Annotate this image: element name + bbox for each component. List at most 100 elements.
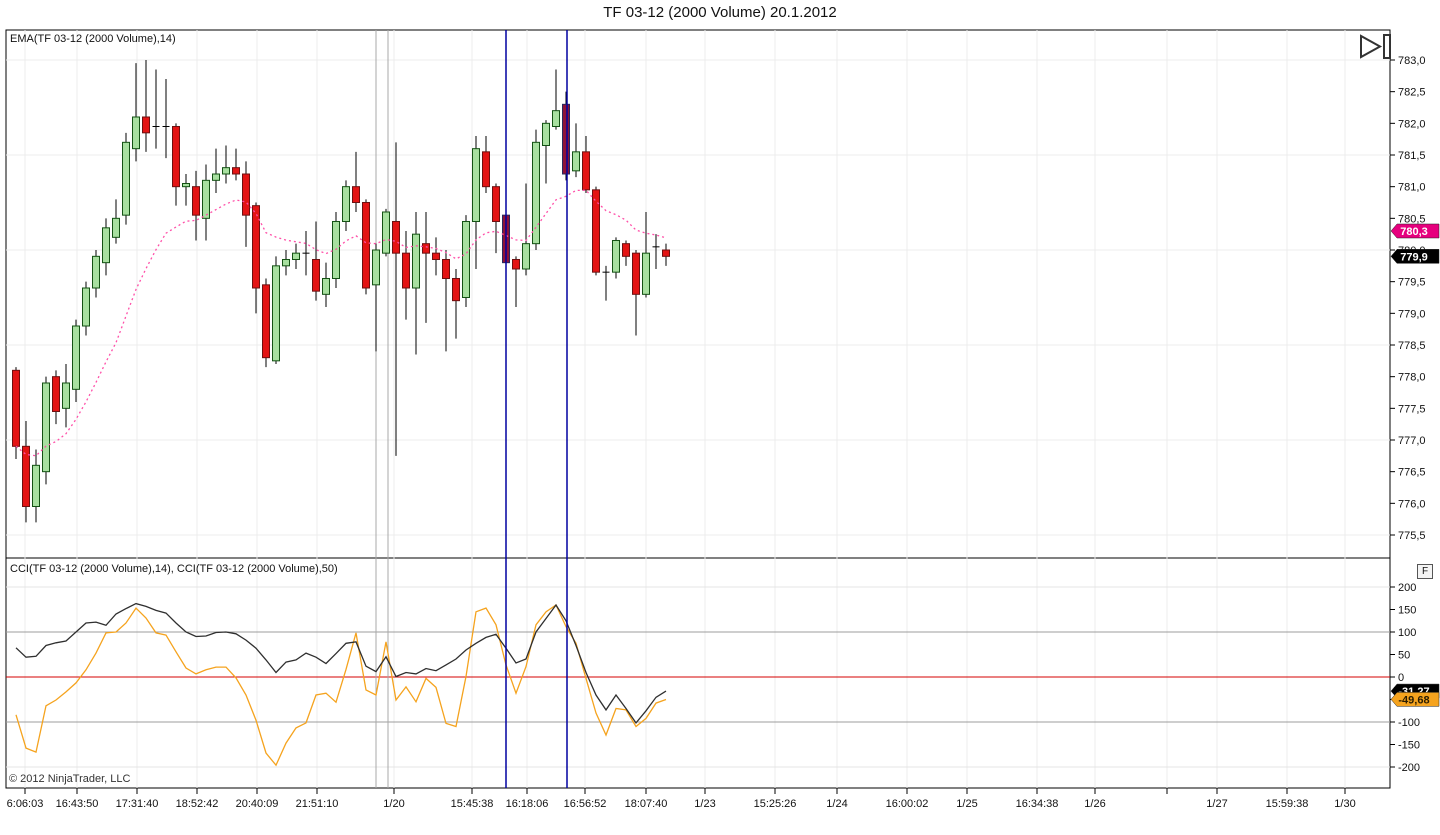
chart-title: TF 03-12 (2000 Volume) 20.1.2012 [603,4,837,21]
cci-axis-label: 0 [1398,672,1404,684]
time-axis-label: 20:40:09 [236,798,279,810]
candle-body [192,186,200,216]
price-axis-label: 778,5 [1398,340,1426,352]
cci-tag [1390,692,1440,707]
cci50-line [15,602,667,724]
price-axis-label: 781,0 [1398,182,1426,194]
candle-body [342,186,350,222]
cci-axis-label: -200 [1398,762,1420,774]
time-axis-label: 1/24 [826,798,847,810]
candle-body [522,243,530,270]
candle-body [432,252,440,260]
time-axis-label: 21:51:10 [296,798,339,810]
price-axis-label: 778,0 [1398,372,1426,384]
candle-body [592,189,600,273]
price-tag-text: 779,9 [1400,251,1428,263]
candle-body [282,258,290,267]
candle-body [512,258,520,270]
price-tag [1390,249,1440,264]
candle-body [92,255,100,289]
candle-body [412,233,420,289]
price-axis-label: 779,5 [1398,277,1426,289]
time-axis-label: 16:43:50 [56,798,99,810]
candle-body [292,252,300,260]
focus-button[interactable]: F [1417,564,1433,579]
candle-body [132,116,140,150]
candle-body [202,179,210,219]
candle-body [492,186,500,222]
candle-body [82,287,90,327]
time-axis-label: 1/27 [1206,798,1227,810]
price-axis-label: 782,5 [1398,87,1426,99]
candle-body [122,141,130,216]
candle-body [32,464,40,507]
time-axis-label: 1/30 [1334,798,1355,810]
go-to-last-bar-icon[interactable] [1356,33,1394,61]
candle-body [352,186,360,203]
time-axis-label: 16:00:02 [886,798,929,810]
time-axis-label: 6:06:03 [7,798,44,810]
price-panel [5,29,1391,559]
time-axis-label: 1/25 [956,798,977,810]
price-axis-label: 781,5 [1398,150,1426,162]
time-axis-label: 17:31:40 [116,798,159,810]
cci-panel [5,557,1391,789]
cci-axis-label: -150 [1398,740,1420,752]
candle-body [322,277,330,295]
candle-body [462,220,470,298]
candle-body [242,173,250,216]
candle-body [532,141,540,245]
candle-body [552,110,560,127]
candle-body [472,148,480,222]
time-axis-label: 16:18:06 [506,798,549,810]
candle-body [482,151,490,188]
cci-axis-label: 100 [1398,627,1416,639]
candle-body [212,173,220,181]
time-axis-label: 16:34:38 [1016,798,1059,810]
copyright-text: © 2012 NinjaTrader, LLC [9,773,131,785]
candle-body [612,239,620,273]
price-axis-label: 776,0 [1398,498,1426,510]
candle-body [562,103,570,175]
candle-body [172,125,180,188]
candle-body [362,201,370,289]
candle-body [622,243,630,257]
time-axis-label: 16:56:52 [564,798,607,810]
time-axis-label: 18:52:42 [176,798,219,810]
price-axis-label: 780,5 [1398,213,1426,225]
candle-body [382,211,390,254]
candle-body [642,252,650,295]
price-tag [1390,223,1440,239]
candle-body [372,249,380,286]
cci-indicator-label: CCI(TF 03-12 (2000 Volume),14), CCI(TF 0… [10,563,338,575]
candle-body [222,167,230,175]
time-axis-label: 15:45:38 [451,798,494,810]
price-axis-label: 776,5 [1398,467,1426,479]
candle-body [582,151,590,191]
price-axis-label: 777,5 [1398,403,1426,415]
price-axis-label: 783,0 [1398,55,1426,67]
cci-axis-label: 200 [1398,582,1416,594]
time-axis-label: 15:59:38 [1266,798,1309,810]
candle-body [312,258,320,292]
candle-body [542,122,550,146]
cci-tag-text: -49,68 [1398,694,1429,706]
candle-body [102,227,110,264]
candle-body [42,382,50,473]
candle-body [662,249,670,257]
candle-body [112,217,120,238]
time-axis-label: 1/23 [694,798,715,810]
candle-body [262,284,270,359]
candle-body [72,325,80,390]
candle-body [252,205,260,289]
cci-axis-label: -100 [1398,717,1420,729]
time-axis-label: 1/26 [1084,798,1105,810]
price-tag-text: 780,3 [1400,226,1428,238]
price-axis-label: 777,0 [1398,435,1426,447]
candle-body [142,116,150,134]
price-axis-label: 775,5 [1398,530,1426,542]
candle-body [232,167,240,175]
candle-body [452,277,460,302]
